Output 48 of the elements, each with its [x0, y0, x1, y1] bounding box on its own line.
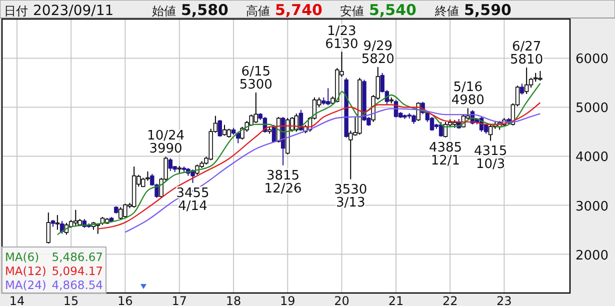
x-tick-label: 19	[280, 294, 296, 306]
candlestick	[222, 124, 227, 136]
candlestick	[146, 170, 150, 182]
annotation: 9/29 5820	[361, 39, 394, 68]
x-tick-label: 21	[388, 294, 404, 306]
candlestick	[326, 88, 330, 106]
annotation: 10/24 3990	[147, 128, 185, 157]
text: 始値 5,580	[152, 1, 228, 19]
text: 安値 5,540	[340, 1, 416, 19]
annotation: 4385 12/1	[428, 140, 462, 168]
annotation: 6/27 5810	[510, 40, 544, 68]
annotation: 1/23 6130	[325, 24, 358, 52]
annotation: 3815 12/26	[264, 168, 302, 196]
y-tick-label: 3000	[575, 199, 609, 214]
x-tick-label: 22	[442, 294, 458, 306]
text: MA(6)	[5, 250, 40, 264]
x-tick-label: 16	[118, 294, 133, 306]
y-tick-label: 2000	[575, 248, 609, 264]
annotation: 5,486.67	[52, 250, 103, 264]
x-tick-label: 14	[9, 294, 25, 306]
x-tick-label: 18	[226, 294, 242, 306]
x-tick-label: 20	[334, 294, 350, 306]
candlestick	[430, 116, 434, 132]
x-tick-label: 23	[496, 294, 512, 306]
x-tick-label: 15	[63, 294, 79, 306]
y-tick-label: 6000	[575, 52, 609, 68]
text: MA(24)	[5, 278, 46, 292]
y-tick-label: 5000	[575, 101, 609, 116]
annotation: 5,094.17	[52, 264, 103, 278]
annotation: 6/15 5300	[239, 64, 272, 93]
x-tick-label: 17	[172, 294, 188, 306]
text: 終値 5,590	[434, 1, 512, 19]
candlestick	[528, 77, 534, 88]
text: 高値 5,740	[246, 1, 322, 19]
candlestick	[218, 119, 222, 138]
candlestick	[46, 212, 50, 244]
candlestick	[524, 67, 529, 94]
y-tick-label: 4000	[575, 150, 609, 166]
candlestick	[520, 83, 524, 95]
annotation: 4315 10/3	[474, 144, 508, 172]
candlestick	[438, 121, 444, 138]
annotation: 3530 3/13	[334, 182, 368, 210]
candlestick	[488, 124, 493, 142]
candlestick	[55, 214, 60, 230]
annotation: 5/16 4980	[451, 80, 484, 108]
text: 日付 2023/09/11	[4, 3, 114, 19]
text: MA(12)	[5, 264, 46, 278]
annotation: 4,868.54	[52, 278, 103, 292]
